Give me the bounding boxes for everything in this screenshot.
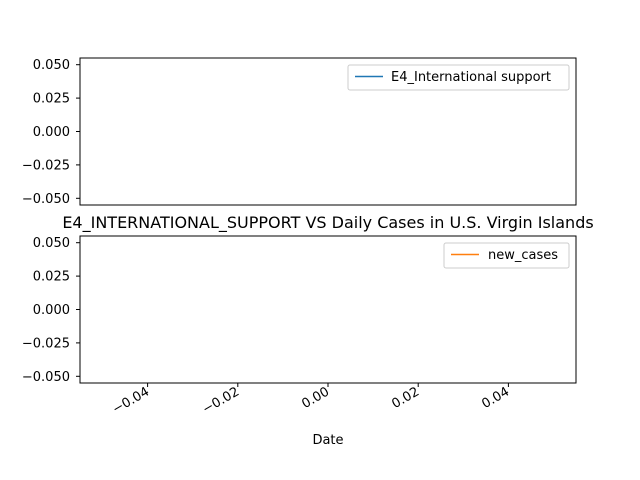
top-legend-label: E4_International support <box>391 70 551 85</box>
top-ytick-label: 0.050 <box>33 58 70 73</box>
bottom-xtick-label: 0.04 <box>479 384 512 411</box>
bottom-ytick-label: −0.050 <box>22 370 70 385</box>
bottom-ytick-label: 0.000 <box>33 303 70 318</box>
bottom-xtick-label: −0.02 <box>200 384 242 417</box>
bottom-legend-box <box>443 242 570 269</box>
bottom-axes: E4_INTERNATIONAL_SUPPORT VS Daily Cases … <box>22 213 594 448</box>
bottom-ytick-label: 0.025 <box>33 270 70 285</box>
top-legend: E4_International support <box>347 64 570 91</box>
bottom-xaxis-label: Date <box>312 433 343 448</box>
top-ytick-label: 0.000 <box>33 125 70 140</box>
top-yticks: 0.050 0.025 0.000 −0.025 −0.050 <box>22 58 80 207</box>
bottom-ytick-label: −0.025 <box>22 336 70 351</box>
top-ytick-label: −0.025 <box>22 158 70 173</box>
top-axes: 0.050 0.025 0.000 −0.025 −0.050 E4_Inter… <box>22 57 577 207</box>
top-ytick-label: 0.025 <box>33 92 70 107</box>
bottom-chart-title: E4_INTERNATIONAL_SUPPORT VS Daily Cases … <box>62 213 593 233</box>
bottom-legend: new_cases <box>443 242 570 269</box>
bottom-ytick-label: 0.050 <box>33 236 70 251</box>
top-ytick-label: −0.050 <box>22 192 70 207</box>
bottom-xtick-label: 0.02 <box>389 384 422 411</box>
bottom-legend-label: new_cases <box>488 248 558 263</box>
bottom-yticks: 0.050 0.025 0.000 −0.025 −0.050 <box>22 236 80 385</box>
bottom-xtick-label: −0.04 <box>110 384 152 417</box>
bottom-xtick-label: 0.00 <box>299 384 332 411</box>
bottom-xticks: −0.04 −0.02 0.00 0.02 0.04 <box>110 383 512 417</box>
top-legend-box <box>347 64 570 91</box>
